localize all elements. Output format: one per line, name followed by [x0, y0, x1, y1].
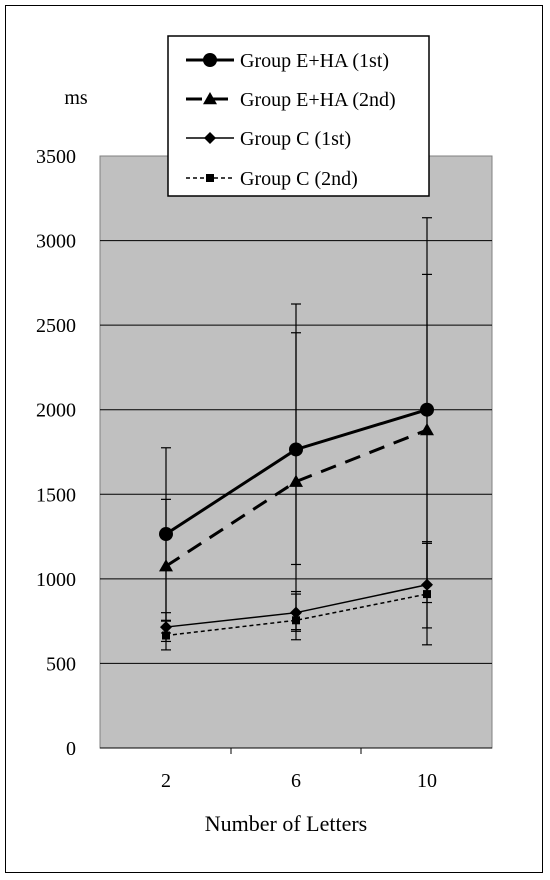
y-axis-ticks: 0 500 1000 1500 2000 2500 3000 3500 [36, 146, 76, 760]
series-2 [159, 273, 434, 634]
y-tick-label: 2000 [36, 400, 76, 422]
marker-square [292, 616, 300, 625]
legend-label: Group C (2nd) [240, 168, 358, 190]
marker-triangle [289, 474, 303, 487]
y-tick-label: 500 [46, 653, 76, 675]
y-tick-label: 2500 [36, 315, 76, 337]
x-axis-label: Number of Letters [205, 811, 368, 836]
y-tick-label: 1000 [36, 569, 76, 591]
marker-triangle [420, 423, 434, 436]
marker-square [206, 174, 214, 182]
series-line [165, 428, 428, 568]
legend-label: Group C (1st) [240, 128, 351, 150]
marker-diamond [204, 132, 216, 144]
y-tick-label: 3000 [36, 231, 76, 253]
y-tick-label: 0 [66, 738, 76, 760]
x-tick-label: 2 [161, 770, 171, 792]
series-line [165, 593, 428, 637]
legend-label: Group E+HA (2nd) [240, 89, 396, 111]
x-tick-label: 6 [291, 770, 301, 792]
marker-square [162, 631, 170, 640]
marker-circle [203, 53, 217, 67]
series-layer [159, 217, 434, 651]
legend: Group E+HA (1st) Group E+HA (2nd) Group C … [167, 35, 430, 197]
marker-triangle [203, 92, 217, 105]
marker-square [423, 590, 431, 599]
x-tick-label: 10 [417, 770, 437, 792]
y-axis-label: ms [64, 87, 88, 109]
marker-triangle [159, 559, 173, 572]
legend-label: Group E+HA (1st) [240, 50, 389, 72]
y-tick-label: 3500 [36, 146, 76, 168]
y-tick-label: 1500 [36, 484, 76, 506]
x-axis-ticks: 2 6 10 [100, 747, 492, 792]
series-4 [161, 542, 432, 651]
